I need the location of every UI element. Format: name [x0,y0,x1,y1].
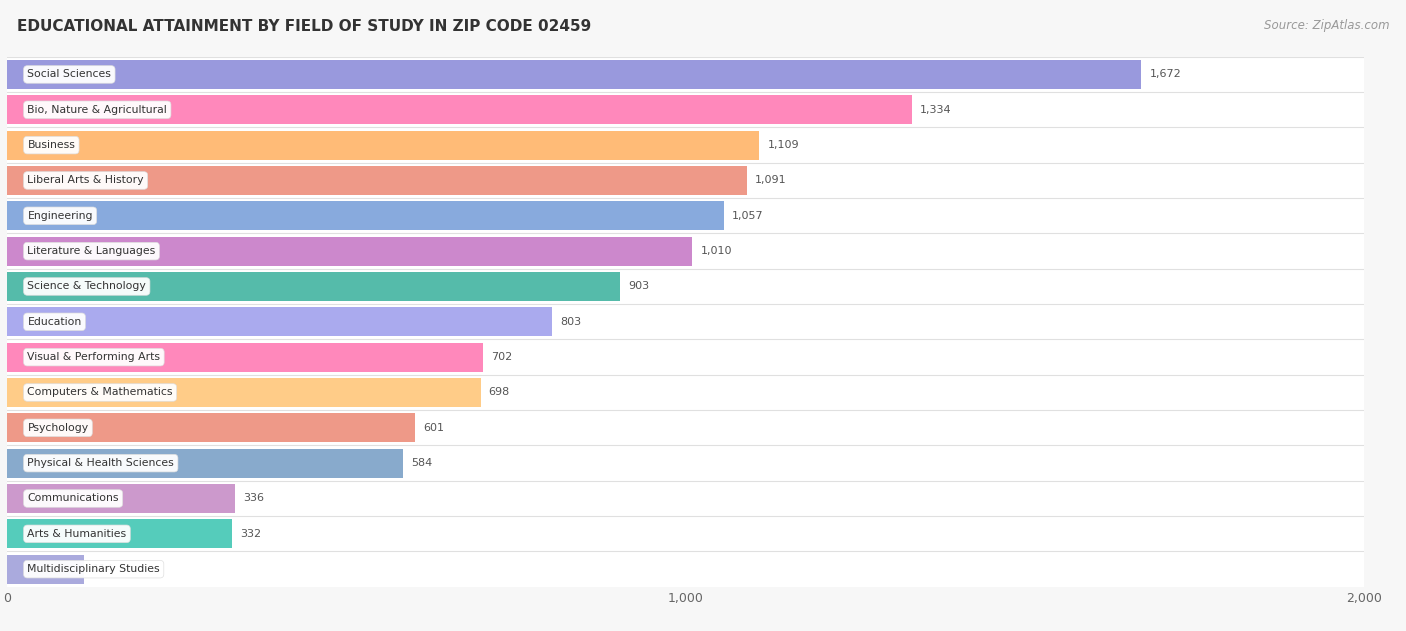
Text: 903: 903 [627,281,650,292]
FancyBboxPatch shape [7,410,1364,445]
Text: 1,091: 1,091 [755,175,787,186]
Bar [7,131,759,160]
Text: Physical & Health Sciences: Physical & Health Sciences [27,458,174,468]
Text: Science & Technology: Science & Technology [27,281,146,292]
Bar [7,484,235,513]
Text: Multidisciplinary Studies: Multidisciplinary Studies [27,564,160,574]
FancyBboxPatch shape [7,375,1364,410]
Text: 1,334: 1,334 [920,105,952,115]
Text: 332: 332 [240,529,262,539]
Bar [7,555,84,584]
FancyBboxPatch shape [7,304,1364,339]
Text: Engineering: Engineering [27,211,93,221]
Bar [7,201,724,230]
FancyBboxPatch shape [7,198,1364,233]
Text: Arts & Humanities: Arts & Humanities [27,529,127,539]
FancyBboxPatch shape [7,57,1364,92]
Text: 1,057: 1,057 [733,211,763,221]
FancyBboxPatch shape [7,516,1364,551]
Text: Liberal Arts & History: Liberal Arts & History [27,175,143,186]
FancyBboxPatch shape [7,445,1364,481]
Text: Literature & Languages: Literature & Languages [27,246,156,256]
Text: 698: 698 [489,387,510,398]
Text: 336: 336 [243,493,264,504]
Bar [7,95,912,124]
Text: 1,109: 1,109 [768,140,799,150]
Text: 114: 114 [93,564,114,574]
Text: Education: Education [27,317,82,327]
Text: Visual & Performing Arts: Visual & Performing Arts [27,352,160,362]
FancyBboxPatch shape [7,551,1364,587]
Text: Source: ZipAtlas.com: Source: ZipAtlas.com [1264,19,1389,32]
FancyBboxPatch shape [7,481,1364,516]
Bar [7,237,692,266]
FancyBboxPatch shape [7,163,1364,198]
Text: Social Sciences: Social Sciences [27,69,111,80]
Text: Bio, Nature & Agricultural: Bio, Nature & Agricultural [27,105,167,115]
FancyBboxPatch shape [7,233,1364,269]
Bar [7,378,481,407]
FancyBboxPatch shape [7,269,1364,304]
Bar [7,60,1142,89]
FancyBboxPatch shape [7,339,1364,375]
Text: Computers & Mathematics: Computers & Mathematics [27,387,173,398]
Bar [7,272,620,301]
Bar [7,343,484,372]
Text: EDUCATIONAL ATTAINMENT BY FIELD OF STUDY IN ZIP CODE 02459: EDUCATIONAL ATTAINMENT BY FIELD OF STUDY… [17,19,591,34]
Text: 601: 601 [423,423,444,433]
Text: Communications: Communications [27,493,120,504]
Text: Business: Business [27,140,76,150]
Bar [7,166,747,195]
Text: 702: 702 [492,352,513,362]
Text: 803: 803 [560,317,581,327]
Bar [7,449,404,478]
Bar [7,413,415,442]
Text: 1,010: 1,010 [700,246,733,256]
Bar [7,519,232,548]
Text: 584: 584 [412,458,433,468]
Bar [7,307,551,336]
FancyBboxPatch shape [7,127,1364,163]
FancyBboxPatch shape [7,92,1364,127]
Text: Psychology: Psychology [27,423,89,433]
Text: 1,672: 1,672 [1150,69,1181,80]
